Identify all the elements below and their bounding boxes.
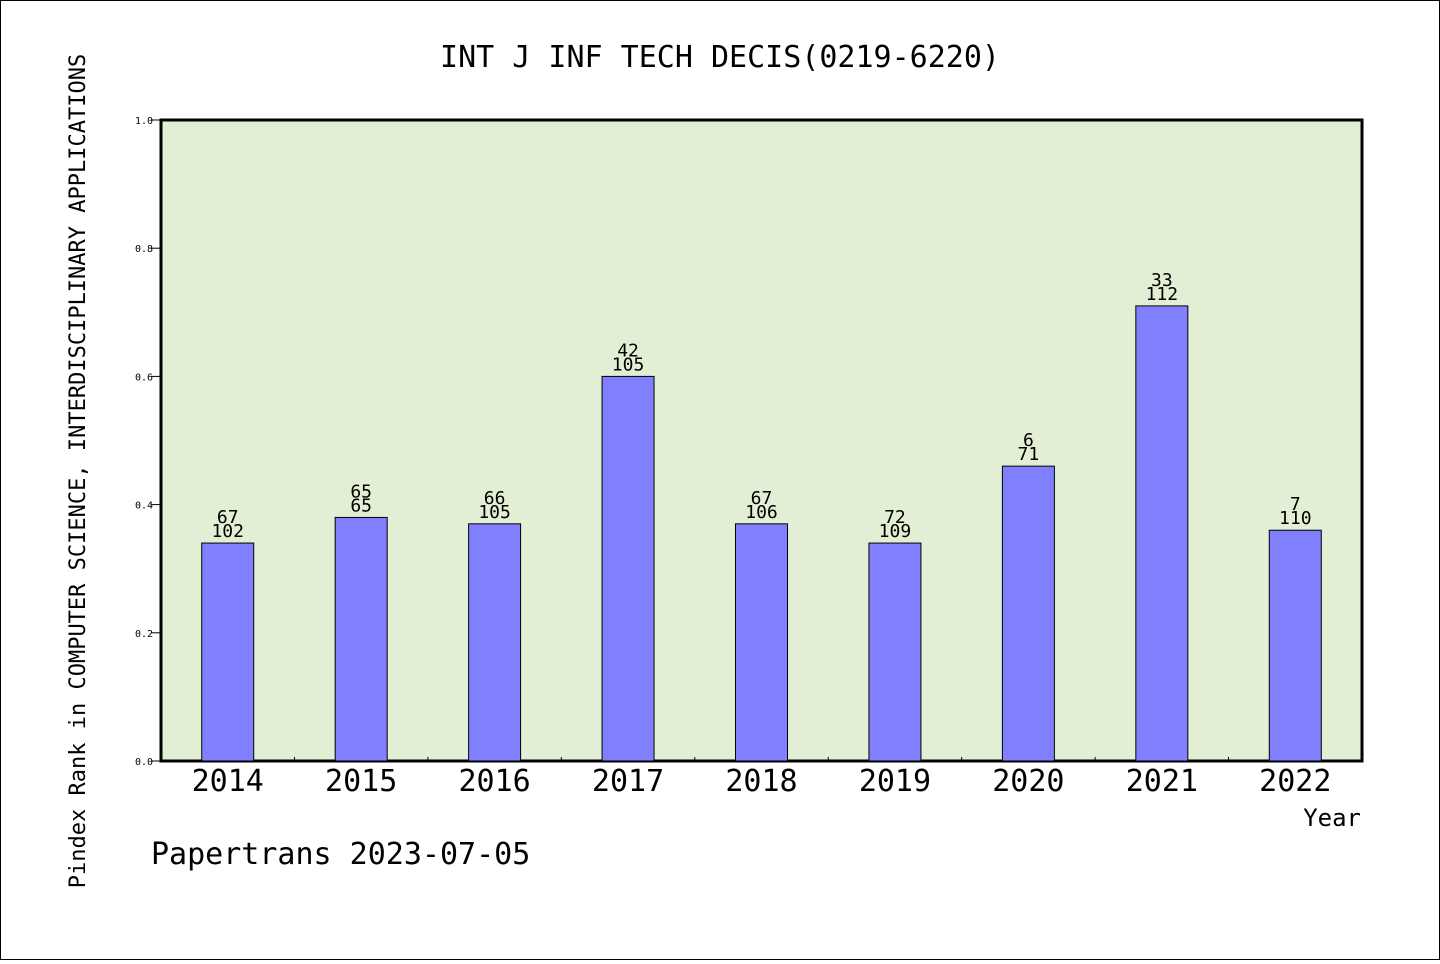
bar-top-label: 7 bbox=[1290, 494, 1301, 515]
x-tick-label: 2021 bbox=[1126, 764, 1198, 799]
bar-top-label: 42 bbox=[617, 340, 639, 361]
x-tick-label: 2014 bbox=[192, 764, 264, 799]
bar-top-label: 66 bbox=[484, 488, 506, 509]
y-tick-label: 0.4 bbox=[135, 501, 153, 512]
chart-title: INT J INF TECH DECIS(0219-6220) bbox=[440, 40, 1000, 75]
bar bbox=[1268, 529, 1322, 762]
bar-top-label: 6 bbox=[1023, 430, 1034, 451]
bar bbox=[334, 516, 388, 762]
x-tick-label: 2019 bbox=[859, 764, 931, 799]
bar bbox=[1001, 465, 1055, 762]
bar bbox=[1135, 305, 1189, 762]
bar-bottom-label: 105 bbox=[612, 354, 645, 375]
bar-top-label: 72 bbox=[884, 507, 906, 528]
y-tick-label: 0.2 bbox=[135, 629, 153, 640]
y-tick-label: 1.0 bbox=[135, 116, 153, 127]
bar-bottom-label: 106 bbox=[745, 502, 778, 523]
bar-bottom-label: 109 bbox=[879, 521, 912, 542]
bar-bottom-label: 65 bbox=[350, 495, 372, 516]
y-tick-label: 0.0 bbox=[135, 757, 153, 768]
bar-top-label: 33 bbox=[1151, 270, 1173, 291]
y-tick-label: 0.6 bbox=[135, 372, 153, 383]
bar-bottom-label: 102 bbox=[211, 521, 244, 542]
x-tick-label: 2016 bbox=[458, 764, 530, 799]
bar-bottom-label: 71 bbox=[1018, 444, 1040, 465]
x-tick-label: 2015 bbox=[325, 764, 397, 799]
ticks-group: 0.0 0.2 0.4 0.6 0.8 1.0 2014 2015 2016 2017 2018 20… bbox=[135, 116, 1331, 799]
bar-top-label: 67 bbox=[217, 507, 239, 528]
bar-bottom-label: 112 bbox=[1146, 284, 1179, 305]
x-tick-label: 2017 bbox=[592, 764, 664, 799]
bar bbox=[601, 375, 655, 762]
bar-bottom-label: 110 bbox=[1279, 508, 1312, 529]
bar-bottom-label: 105 bbox=[478, 502, 511, 523]
bar bbox=[201, 542, 255, 762]
bar bbox=[735, 523, 788, 762]
footer-text: Papertrans 2023-07-05 bbox=[151, 837, 530, 872]
bar bbox=[468, 523, 522, 762]
x-tick-label: 2018 bbox=[725, 764, 797, 799]
x-tick-label: 2020 bbox=[992, 764, 1064, 799]
bar bbox=[868, 542, 922, 762]
bar-top-label: 67 bbox=[751, 488, 773, 509]
y-axis-label: Pindex Rank in COMPUTER SCIENCE, INTERDI… bbox=[66, 54, 91, 888]
bar-top-label: 65 bbox=[350, 481, 372, 502]
y-tick-label: 0.8 bbox=[135, 244, 153, 255]
x-tick-label: 2022 bbox=[1259, 764, 1331, 799]
x-axis-label: Year bbox=[1303, 804, 1361, 832]
